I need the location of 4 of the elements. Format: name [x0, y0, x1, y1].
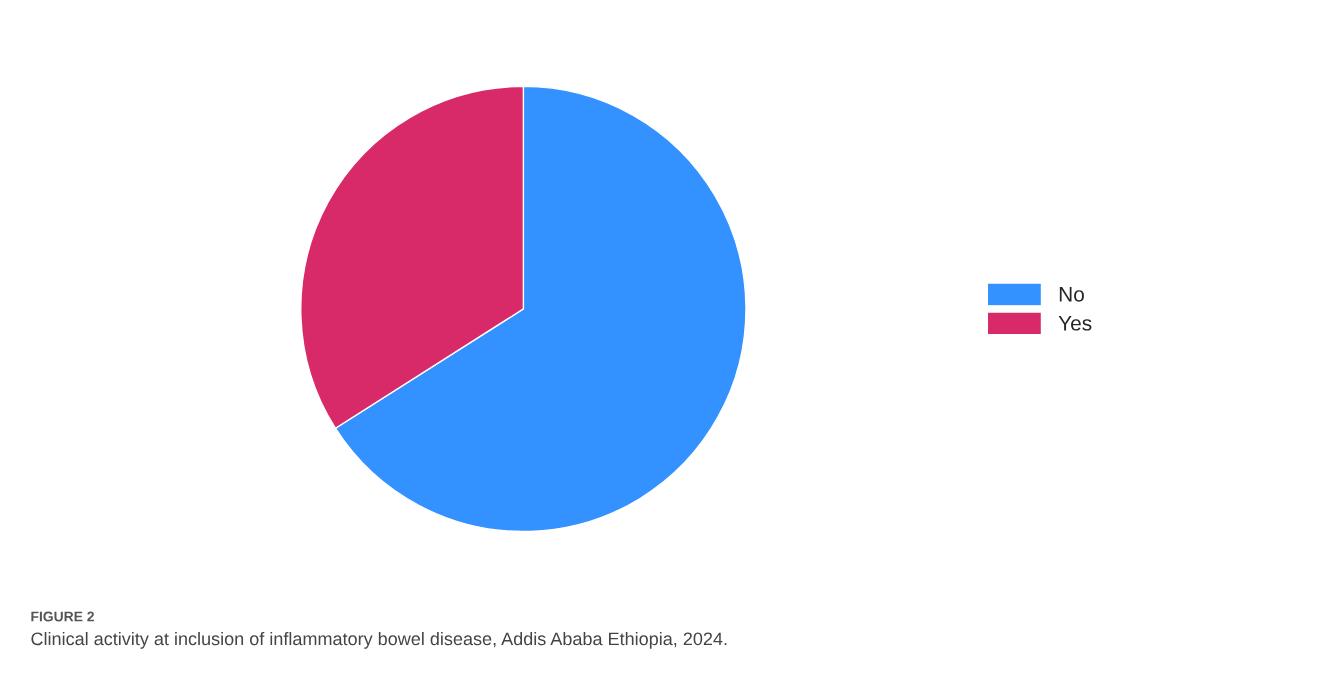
legend-label: Yes: [1058, 316, 1092, 331]
caption: FIGURE 2: [31, 611, 94, 622]
text: Clinical activity at inclusion of inflammatory bowel disease, Addis Ababa Ethiopia, 2024.: [31, 631, 727, 649]
legend-label: No: [1059, 287, 1084, 302]
